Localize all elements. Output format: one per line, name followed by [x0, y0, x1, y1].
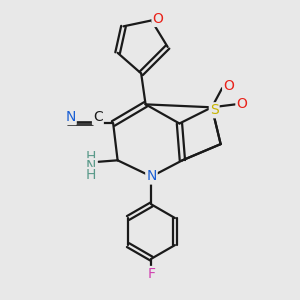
Text: O: O — [152, 12, 164, 26]
Text: O: O — [223, 79, 234, 93]
Text: H: H — [86, 150, 96, 164]
Text: C: C — [93, 110, 103, 124]
Text: N: N — [86, 159, 96, 173]
Text: N: N — [146, 169, 157, 184]
Text: F: F — [148, 267, 155, 281]
Text: N: N — [65, 110, 76, 124]
Text: H: H — [86, 168, 96, 182]
Text: S: S — [210, 103, 219, 117]
Text: O: O — [236, 98, 247, 111]
